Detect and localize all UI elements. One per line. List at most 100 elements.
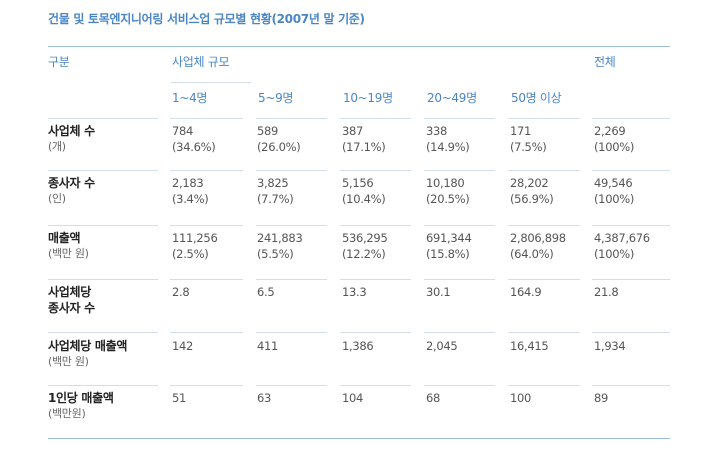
row-label-main: 종사자 수 [48, 176, 95, 190]
row-separator [170, 385, 243, 386]
cell-percent: (2.5%) [172, 247, 209, 261]
cell-value: 338 [426, 124, 448, 138]
row-separator [424, 170, 495, 171]
row-separator [508, 170, 580, 171]
row-label-unit: (개) [48, 140, 66, 153]
table-cell: 5,156 (10.4%) [342, 175, 386, 207]
cell-value: 691,344 [426, 231, 472, 245]
row-separator [340, 385, 411, 386]
table-cell: 784 (34.6%) [172, 123, 216, 155]
table-cell: 241,883 (5.5%) [257, 230, 303, 262]
row-separator [48, 385, 158, 386]
row-separator [256, 385, 327, 386]
table-cell: 89 [594, 390, 608, 406]
cell-value: 2,806,898 [510, 231, 566, 245]
row-separator [508, 385, 580, 386]
table-cell: 2,806,898 (64.0%) [510, 230, 566, 262]
row-separator [340, 170, 411, 171]
cell-value: 241,883 [257, 231, 303, 245]
cell-percent: (100%) [594, 192, 635, 206]
table-cell: 1,934 [594, 338, 626, 354]
table-cell: 111,256 (2.5%) [172, 230, 218, 262]
cell-value: 100 [510, 391, 532, 405]
row-label-main: 1인당 매출액 [48, 391, 114, 405]
cell-value: 1,386 [342, 339, 374, 353]
table-cell: 49,546 (100%) [594, 175, 634, 207]
row-separator [170, 225, 243, 226]
table-cell: 2,183 (3.4%) [172, 175, 209, 207]
table-cell: 13.3 [342, 284, 367, 300]
table-cell: 691,344 (15.8%) [426, 230, 472, 262]
cell-percent: (26.0%) [257, 140, 301, 154]
row-separator [170, 332, 243, 333]
cell-value: 2,183 [172, 176, 204, 190]
cell-value: 10,180 [426, 176, 465, 190]
cell-value: 63 [257, 391, 272, 405]
table-cell: 16,415 [510, 338, 549, 354]
cell-value: 589 [257, 124, 279, 138]
table-cell: 21.8 [594, 284, 619, 300]
header-col-5: 50명 이상 [511, 91, 562, 105]
table-cell: 1,386 [342, 338, 374, 354]
cell-value: 89 [594, 391, 609, 405]
cell-value: 68 [426, 391, 441, 405]
table-cell: 104 [342, 390, 363, 406]
cell-value: 1,934 [594, 339, 626, 353]
row-separator [170, 170, 243, 171]
cell-value: 30.1 [426, 285, 451, 299]
row-label-unit: (백만원) [48, 407, 86, 420]
row-label-revenue: 매출액 (백만 원) [48, 230, 89, 262]
cell-value: 164.9 [510, 285, 542, 299]
row-separator [48, 170, 158, 171]
row-label-main-line2: 종사자 수 [48, 301, 95, 315]
table-cell: 4,387,676 (100%) [594, 230, 650, 262]
cell-value: 536,295 [342, 231, 388, 245]
header-size-group: 사업체 규모 [172, 55, 230, 69]
cell-value: 784 [172, 124, 194, 138]
cell-value: 104 [342, 391, 364, 405]
cell-percent: (64.0%) [510, 247, 554, 261]
row-separator [170, 118, 243, 119]
cell-percent: (12.2%) [342, 247, 386, 261]
table-cell: 3,825 (7.7%) [257, 175, 294, 207]
row-separator [592, 225, 670, 226]
cell-value: 21.8 [594, 285, 619, 299]
table-title: 건물 및 토목엔지니어링 서비스업 규모별 현황(2007년 말 기준) [48, 12, 365, 26]
row-separator [508, 332, 580, 333]
table-cell: 2,269 (100%) [594, 123, 634, 155]
cell-value: 3,825 [257, 176, 289, 190]
row-separator [48, 118, 158, 119]
row-separator [256, 279, 327, 280]
row-separator [256, 170, 327, 171]
header-total: 전체 [594, 55, 616, 69]
cell-value: 13.3 [342, 285, 367, 299]
cell-value: 142 [172, 339, 194, 353]
cell-percent: (5.5%) [257, 247, 294, 261]
cell-value: 49,546 [594, 176, 633, 190]
table-cell: 30.1 [426, 284, 451, 300]
row-label-main: 사업체 수 [48, 124, 95, 138]
cell-percent: (7.5%) [510, 140, 547, 154]
row-separator [48, 225, 158, 226]
cell-percent: (20.5%) [426, 192, 470, 206]
cell-value: 111,256 [172, 231, 218, 245]
table-cell: 338 (14.9%) [426, 123, 470, 155]
row-label-revenue-per-business: 사업체당 매출액 (백만 원) [48, 338, 127, 370]
table-cell: 589 (26.0%) [257, 123, 301, 155]
cell-percent: (100%) [594, 247, 635, 261]
table-cell: 387 (17.1%) [342, 123, 386, 155]
cell-value: 28,202 [510, 176, 549, 190]
cell-percent: (10.4%) [342, 192, 386, 206]
row-label-business-count: 사업체 수 (개) [48, 123, 95, 155]
cell-value: 411 [257, 339, 279, 353]
row-label-main: 매출액 [48, 231, 81, 245]
row-separator [424, 225, 495, 226]
header-top-rule [48, 46, 670, 47]
cell-value: 2,045 [426, 339, 458, 353]
table-cell: 63 [257, 390, 271, 406]
table-cell: 51 [172, 390, 186, 406]
row-separator [170, 279, 243, 280]
row-separator [48, 332, 158, 333]
row-separator [592, 118, 670, 119]
table-cell: 171 (7.5%) [510, 123, 547, 155]
